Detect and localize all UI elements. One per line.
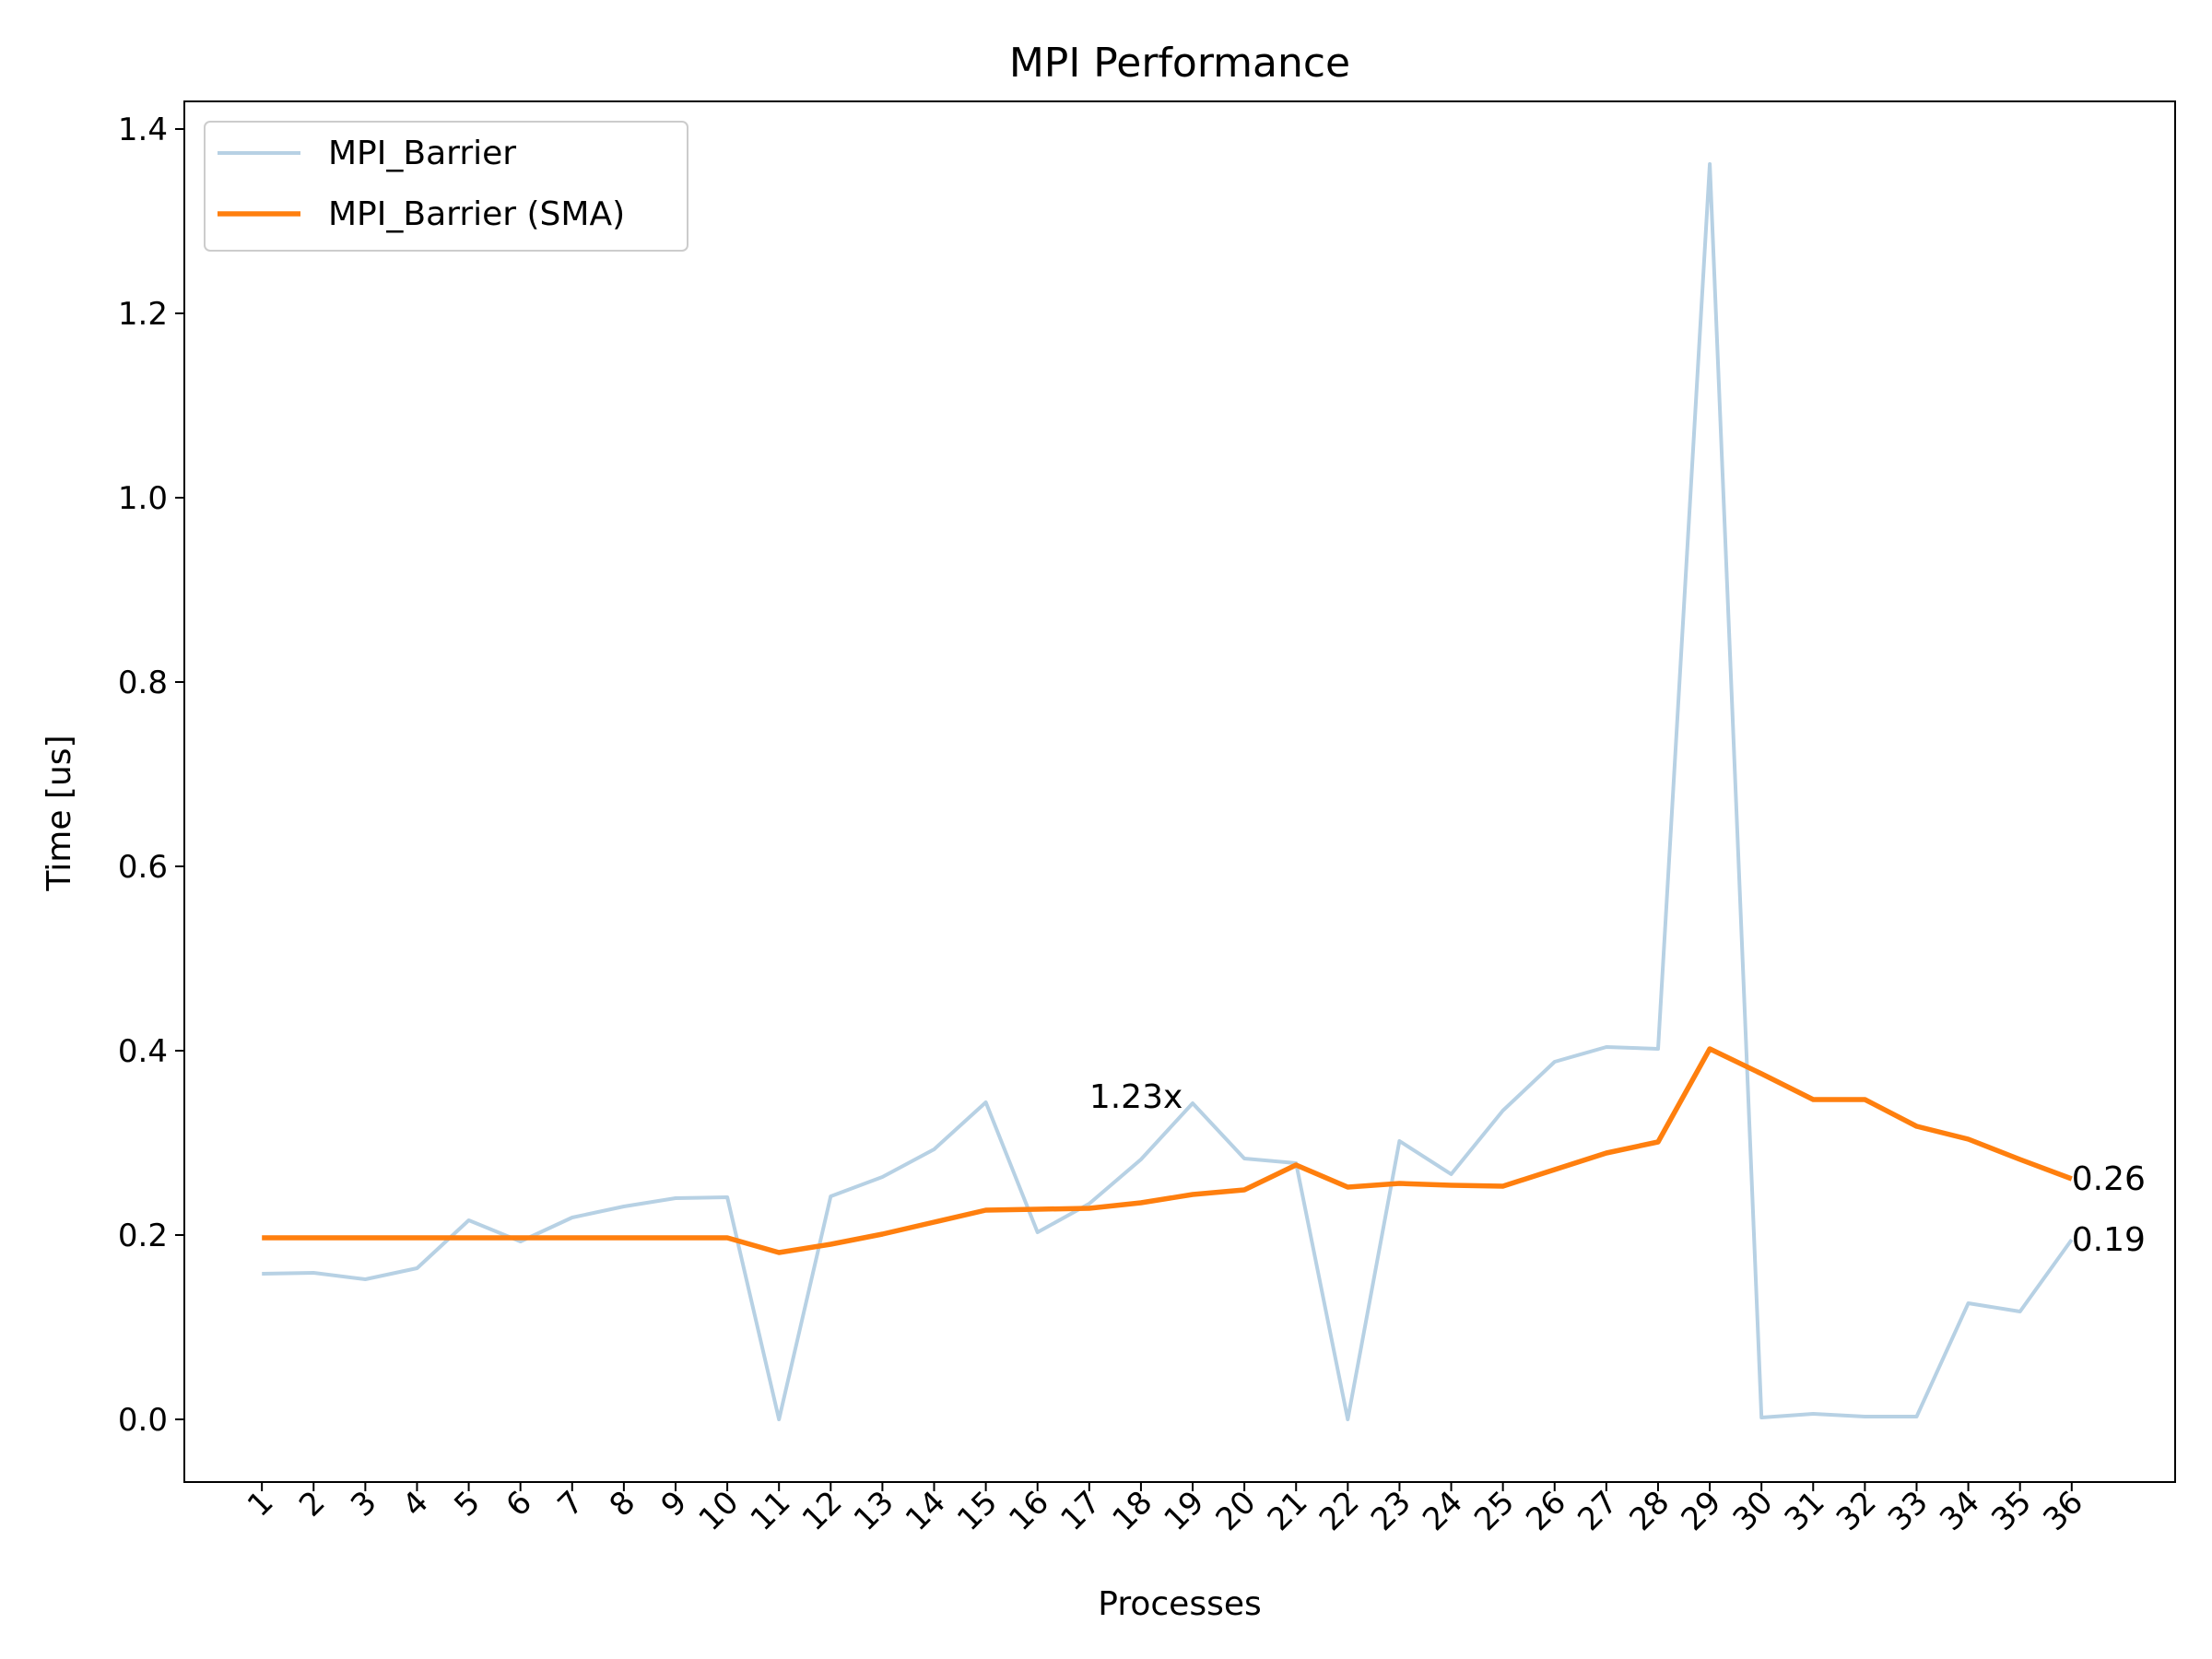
x-tick-label: 14	[899, 1484, 953, 1538]
legend-label-0: MPI_Barrier	[328, 135, 516, 172]
y-tick-label: 0.0	[118, 1402, 168, 1439]
series-line-1	[262, 1046, 2073, 1255]
x-tick-label: 28	[1622, 1484, 1677, 1538]
x-tick-label: 35	[1984, 1484, 2039, 1538]
legend-box	[204, 121, 688, 252]
x-tick-label: 34	[1933, 1484, 1987, 1538]
y-tick-label: 0.4	[118, 1033, 168, 1070]
x-tick-label: 16	[1002, 1484, 1056, 1538]
x-tick-label: 6	[499, 1484, 539, 1524]
x-tick-label: 31	[1778, 1484, 1832, 1538]
plot-area	[175, 100, 2176, 1491]
series-line-0	[262, 162, 2074, 1421]
series-lines	[262, 162, 2074, 1421]
x-tick-label: 36	[2036, 1484, 2090, 1538]
x-tick-label: 24	[1416, 1484, 1470, 1538]
y-tick-label: 1.0	[118, 480, 168, 517]
annotation-label: 0.19	[2072, 1221, 2146, 1259]
legend-label-1: MPI_Barrier (SMA)	[328, 195, 625, 233]
x-tick-label: 8	[603, 1484, 643, 1524]
x-tick-label: 19	[1158, 1484, 1212, 1538]
x-tick-label: 26	[1519, 1484, 1573, 1538]
x-tick-label: 20	[1209, 1484, 1264, 1538]
x-tick-label: 7	[551, 1484, 592, 1524]
y-tick-label: 0.2	[118, 1218, 168, 1254]
x-tick-label: 9	[654, 1484, 695, 1524]
x-tick-label: 22	[1312, 1484, 1367, 1538]
chart-title: MPI Performance	[1009, 40, 1350, 87]
x-tick-label: 30	[1726, 1484, 1781, 1538]
y-tick-label: 0.8	[118, 665, 168, 701]
x-tick-label: 18	[1105, 1484, 1159, 1538]
x-tick-label: 27	[1571, 1484, 1625, 1538]
x-tick-label: 5	[447, 1484, 488, 1524]
legend: MPI_Barrier MPI_Barrier (SMA)	[204, 121, 688, 252]
y-tick-label: 1.4	[118, 112, 168, 148]
x-tick-label: 29	[1675, 1484, 1729, 1538]
x-tick-label: 32	[1830, 1484, 1884, 1538]
y-tick-label: 0.6	[118, 849, 168, 886]
y-tick-label: 1.2	[118, 296, 168, 333]
x-tick-label: 15	[950, 1484, 1005, 1538]
annotation-label: 0.26	[2072, 1160, 2146, 1198]
x-tick-label: 10	[692, 1484, 747, 1538]
tick-labels: 0.00.20.40.60.81.01.21.41 2 3 4 5 6 7 8 91011121…	[118, 112, 2146, 1538]
x-tick-label: 33	[1881, 1484, 1936, 1538]
plot-frame	[183, 100, 2176, 1483]
x-tick-label: 23	[1364, 1484, 1418, 1538]
x-tick-label: 1	[241, 1484, 281, 1524]
x-tick-label: 13	[847, 1484, 901, 1538]
y-axis-label: Time [us]	[41, 735, 78, 891]
x-tick-label: 4	[395, 1484, 436, 1524]
x-tick-label: 17	[1053, 1484, 1108, 1538]
x-tick-label: 25	[1467, 1484, 1522, 1538]
x-tick-label: 11	[744, 1484, 798, 1538]
x-tick-label: 12	[795, 1484, 850, 1538]
x-tick-label: 2	[292, 1484, 333, 1524]
annotation-label: 1.23x	[1089, 1078, 1182, 1116]
x-axis-label: Processes	[1098, 1585, 1261, 1623]
x-tick-label: 3	[344, 1484, 384, 1524]
x-tick-label: 21	[1261, 1484, 1315, 1538]
